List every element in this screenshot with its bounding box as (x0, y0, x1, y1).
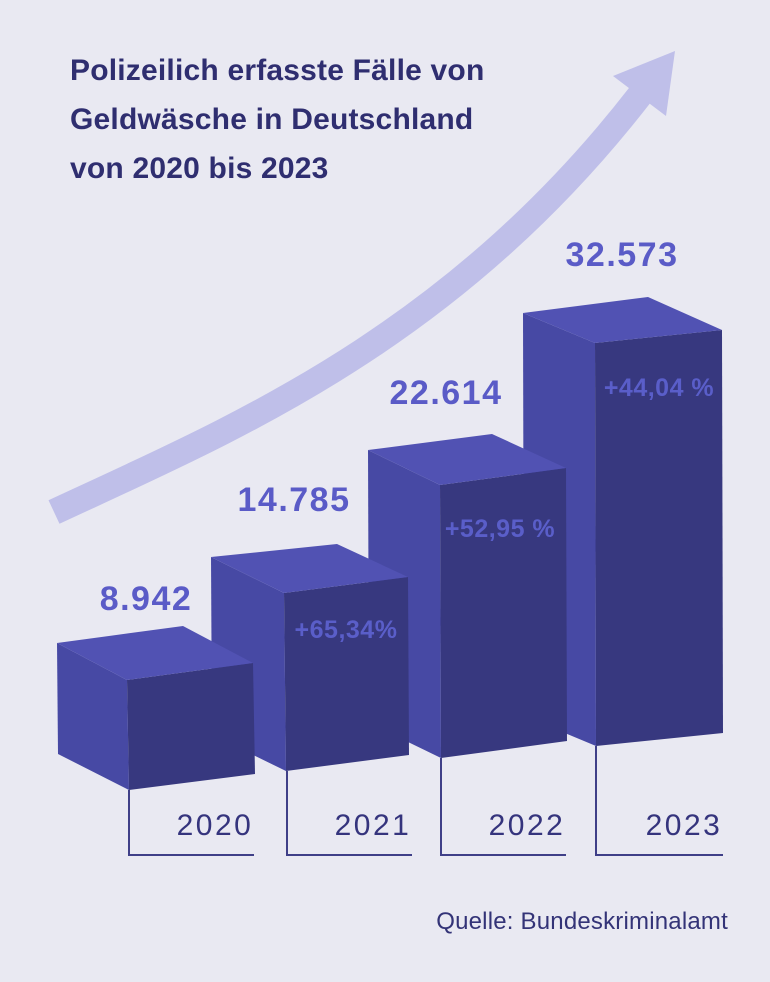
year-label-2023: 2023 (645, 809, 723, 842)
bar-2020-left-face (57, 643, 129, 790)
bar-2020-front-face (127, 663, 255, 790)
chart-title: Polizeilich erfasste Fälle von Geldwäsch… (70, 46, 485, 193)
bar-value-2022: 22.614 (389, 374, 503, 412)
bar-2021-front-face (284, 577, 409, 771)
bar-2023-front-face (595, 330, 723, 746)
growth-arrow-icon (48, 51, 675, 524)
year-label-2022: 2022 (488, 809, 566, 842)
pct-change-2022: +52,95 % (444, 515, 556, 543)
bar-2020-top-face (57, 626, 253, 680)
connector-2021 (286, 771, 412, 856)
chart-title-line: von 2020 bis 2023 (70, 152, 329, 185)
connector-2020 (128, 790, 254, 856)
bar-2022-front-face (440, 468, 567, 758)
bar-value-2021: 14.785 (237, 481, 351, 519)
bar-2020 (57, 626, 255, 790)
connector-2023 (595, 746, 723, 856)
bar-2022-top-face (368, 434, 566, 485)
source-credit: Quelle: Bundeskriminalamt (436, 908, 728, 935)
bar-2023-top-face (523, 297, 722, 343)
chart-title-line: Geldwäsche in Deutschland (70, 103, 474, 136)
pct-change-2023: +44,04 % (603, 374, 715, 402)
bar-value-2020: 8.942 (99, 580, 193, 618)
year-label-2020: 2020 (176, 809, 254, 842)
connector-2022 (440, 758, 566, 856)
pct-change-2021: +65,34% (294, 616, 398, 644)
chart-title-line: Polizeilich erfasste Fälle von (70, 54, 485, 87)
bar-value-2023: 32.573 (565, 236, 679, 274)
bar-2021-top-face (211, 544, 408, 593)
year-label-2021: 2021 (334, 809, 412, 842)
